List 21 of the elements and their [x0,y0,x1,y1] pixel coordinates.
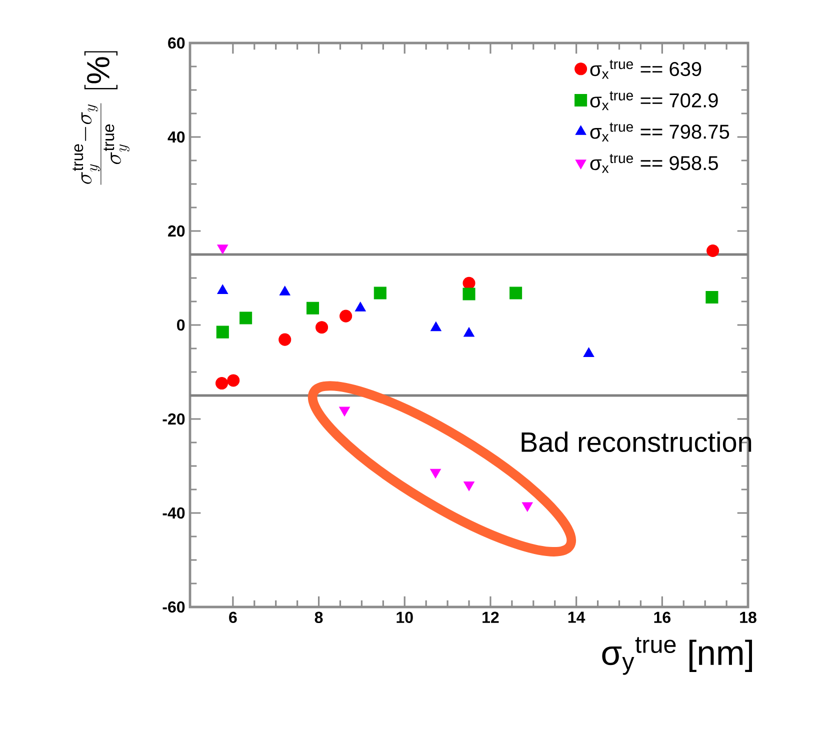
y-tick-label: 0 [177,319,185,331]
x-tick-label: 18 [740,612,756,624]
x-tick-label: 10 [396,612,413,624]
x-axis-title: σ$_{y}$$^{true}$ [nm] [602,637,752,675]
legend-label: σ$_{x}$$^{true}$ == 798.75 [590,122,730,142]
y-tick-label: -20 [162,413,185,425]
y-tick-label: 20 [168,225,185,237]
legend-label: σ$_{x}$$^{true}$ == 639 [590,60,702,79]
y-tick-label: 60 [168,37,185,49]
y-tick-label: -40 [162,507,185,519]
y-tick-label: -60 [162,601,185,613]
legend-label: σ$_{x}$$^{true}$ == 702.9 [590,91,718,110]
x-tick-label: 12 [482,612,499,623]
y-axis-title: $\frac{\sigma_y^{\mathrm{true}}-\sigma_y}{\sigma_y^{\mathrm{true}}}\ [\%]$ [72,51,130,185]
x-tick-label: 6 [229,612,237,624]
x-tick-label: 16 [654,612,670,624]
y-tick-label: 40 [168,131,185,143]
x-tick-label: 14 [568,612,586,623]
annotation: Bad reconstruction [522,431,752,452]
legend-label: σ$_{x}$$^{true}$ == 958.5 [590,154,718,173]
x-tick-label: 8 [314,612,323,624]
